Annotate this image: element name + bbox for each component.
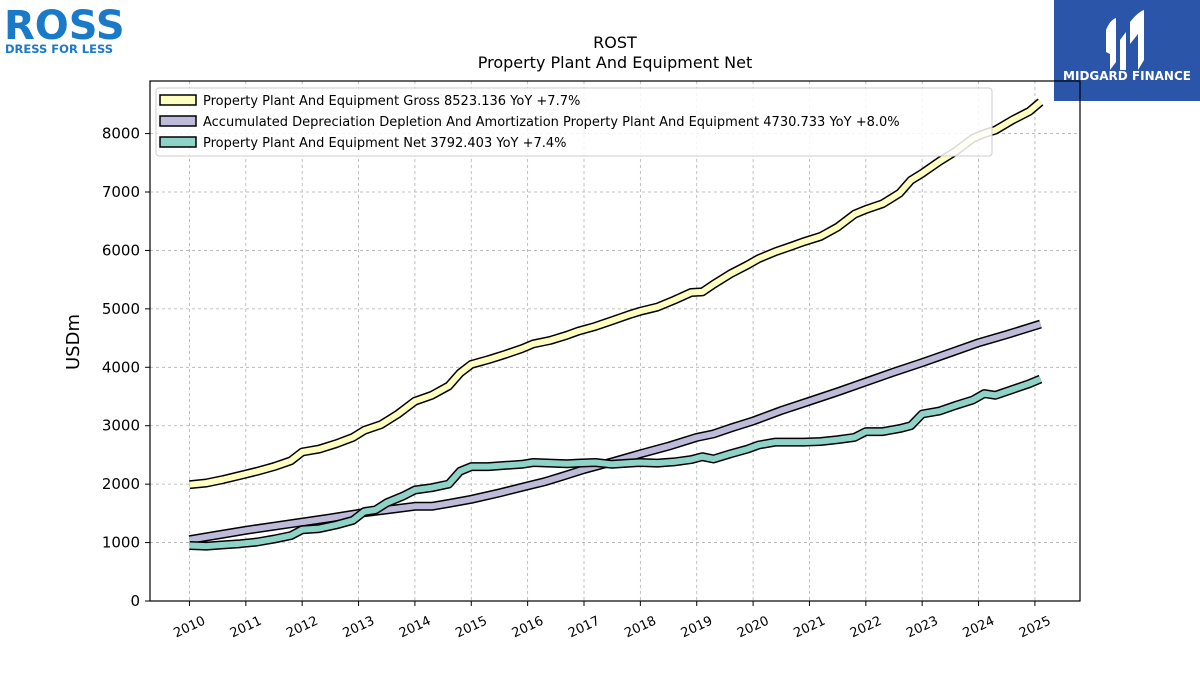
x-tick-label: 2017 [566, 614, 602, 642]
x-tick-label: 2018 [622, 614, 658, 642]
x-tick-label: 2021 [791, 614, 827, 642]
x-tick-label: 2016 [510, 614, 546, 642]
y-tick-label: 2000 [102, 475, 140, 493]
x-tick-label: 2020 [735, 614, 771, 642]
legend-swatch [159, 115, 197, 127]
ross-logo-brand: ROSS [4, 4, 125, 49]
legend-swatch [159, 94, 197, 106]
chart-title: ROST [593, 33, 637, 52]
y-tick-label: 5000 [102, 300, 140, 318]
y-tick-label: 7000 [102, 183, 140, 201]
x-tick-label: 2015 [453, 614, 489, 642]
y-tick-label: 6000 [102, 241, 140, 259]
series-lines [188, 98, 1044, 551]
y-axis: 0 1000 2000 3000 4000 5000 6000 7000 8000 [102, 125, 150, 610]
x-tick-label: 2025 [1017, 614, 1053, 642]
y-tick-label: 1000 [102, 534, 140, 552]
midgard-emblem-icon [1106, 10, 1144, 70]
midgard-finance-logo: MIDGARD FINANCE [1054, 0, 1200, 101]
legend: Property Plant And Equipment Gross 8523.… [155, 87, 993, 157]
x-tick-label: 2022 [848, 614, 884, 642]
x-tick-label: 2019 [679, 614, 715, 642]
legend-swatch [159, 136, 197, 148]
y-tick-label: 4000 [102, 358, 140, 376]
y-tick-label: 3000 [102, 417, 140, 435]
ross-logo-tagline: DRESS FOR LESS [5, 42, 113, 56]
series-line-2 [189, 321, 1042, 543]
series-line-1 [189, 99, 1043, 488]
x-tick-label: 2013 [341, 614, 377, 642]
chart-subtitle: Property Plant And Equipment Net [478, 53, 753, 72]
ross-logo: ROSS DRESS FOR LESS [4, 3, 144, 60]
x-tick-label: 2012 [284, 614, 320, 642]
legend-box [155, 87, 993, 157]
x-tick-label: 2024 [961, 614, 997, 642]
midgard-logo-text: MIDGARD FINANCE [1063, 69, 1191, 83]
legend-entry: Accumulated Depreciation Depletion And A… [203, 115, 900, 130]
series-line-3 [189, 376, 1042, 550]
x-axis: 2010 2011 2012 2013 2014 2015 2016 2017 2018 2019… [171, 601, 1053, 641]
y-tick-label: 8000 [102, 125, 140, 143]
y-axis-label: USDm [63, 314, 84, 370]
x-tick-label: 2023 [904, 614, 940, 642]
legend-entry: Property Plant And Equipment Gross 8523.… [203, 94, 580, 109]
y-tick-label: 0 [130, 592, 140, 610]
x-tick-label: 2011 [228, 614, 264, 642]
series-line-outline [188, 319, 1042, 545]
x-tick-label: 2014 [397, 614, 433, 642]
plot-frame [149, 80, 1081, 602]
x-tick-label: 2010 [171, 614, 207, 642]
legend-entry: Property Plant And Equipment Net 3792.40… [203, 136, 567, 151]
